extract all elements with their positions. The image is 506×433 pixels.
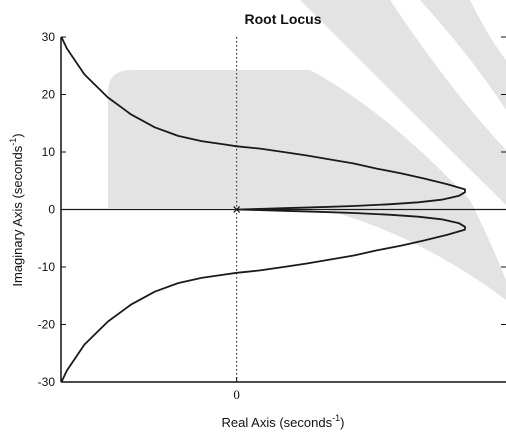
shaded-band-top-right: [420, 0, 506, 110]
pole-marker: [233, 206, 241, 213]
x-axis-label-close: ): [340, 415, 344, 430]
y-tick-label: -30: [38, 375, 56, 389]
locus-branch-upper: [61, 37, 466, 211]
background-shading: [108, 0, 506, 300]
x-tick-label: 0: [233, 387, 240, 402]
y-tick-label: -10: [38, 260, 56, 274]
y-tick-label: 20: [42, 88, 56, 102]
x-axis-label-exponent: -1: [332, 413, 340, 423]
y-axis-label-close: ): [10, 133, 25, 137]
x-ticks: 0: [233, 377, 240, 402]
y-tick-label: 30: [42, 30, 56, 44]
y-tick-label: -20: [38, 318, 56, 332]
y-tick-label: 10: [42, 145, 56, 159]
y-ticks: 30 20 10 0 -10 -20 -30: [38, 30, 506, 389]
chart-title: Root Locus: [245, 11, 322, 27]
y-tick-label: 0: [48, 203, 55, 217]
x-axis-label: Real Axis (seconds-1): [222, 413, 345, 430]
shaded-band-rounded: [108, 70, 506, 300]
x-axis-label-text: Real Axis (seconds: [222, 415, 333, 430]
locus-branches: [61, 37, 506, 382]
y-axis-label-exponent: -1: [8, 138, 18, 146]
pole-markers: [233, 206, 241, 213]
locus-branch-lower: [61, 208, 466, 382]
y-axis-label-text: Imaginary Axis (seconds: [10, 145, 25, 286]
shaded-band-upper: [300, 0, 506, 205]
y-axis-label: Imaginary Axis (seconds-1): [8, 133, 25, 286]
